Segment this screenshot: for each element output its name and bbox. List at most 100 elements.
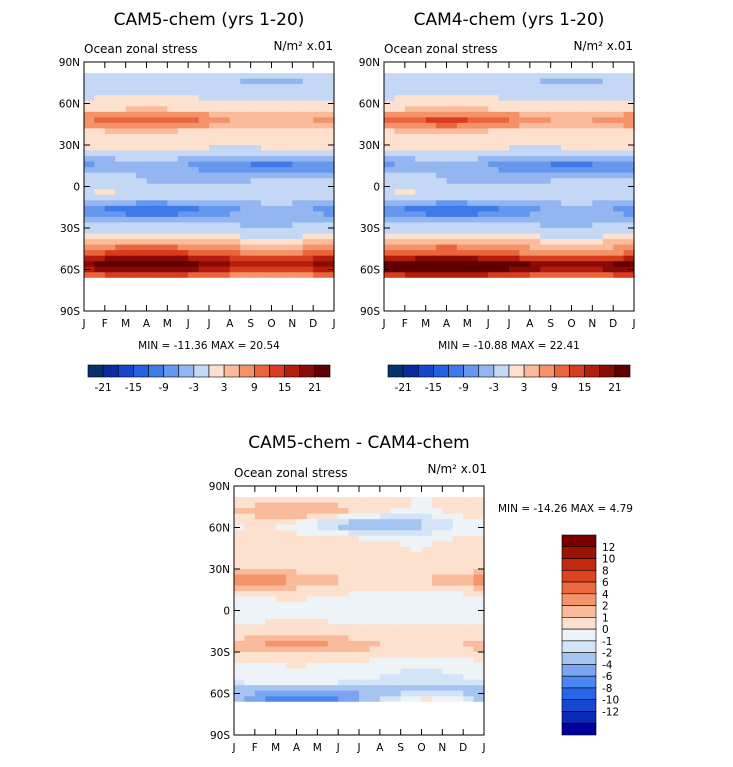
heatmap-cell (613, 62, 625, 69)
heatmap-cell (390, 613, 402, 620)
heatmap-cell (561, 145, 573, 152)
heatmap-cell (327, 668, 339, 675)
heatmap-cell (571, 78, 583, 85)
heatmap-cell (348, 546, 360, 553)
heatmap-cell (348, 646, 360, 653)
heatmap-cell (463, 524, 475, 531)
heatmap-cell (431, 519, 443, 526)
heatmap-cell (240, 277, 252, 284)
heatmap-cell (281, 78, 293, 85)
heatmap-cell (509, 139, 521, 146)
heatmap-cell (509, 283, 521, 290)
heatmap-cell (156, 233, 168, 240)
heatmap-cell (359, 491, 371, 498)
heatmap-cell (442, 513, 454, 520)
colorbar-swatch (493, 364, 510, 378)
x-tick-label: S (547, 318, 554, 330)
heatmap-cell (509, 216, 521, 224)
heatmap-cell (467, 150, 479, 157)
heatmap-cell (379, 530, 391, 537)
heatmap-cell (146, 128, 158, 135)
heatmap-cell (613, 139, 625, 146)
heatmap-cell (250, 178, 262, 185)
heatmap-cell (177, 128, 189, 135)
heatmap-cell (167, 89, 179, 96)
heatmap-cell (519, 200, 531, 207)
colorbar-swatch (102, 364, 119, 378)
heatmap-cell (167, 178, 179, 185)
heatmap-cell (550, 200, 562, 207)
heatmap-cell (498, 95, 510, 102)
heatmap-cell (125, 266, 137, 273)
heatmap-cell (104, 128, 116, 135)
heatmap-cell (452, 729, 464, 736)
heatmap-cell (104, 117, 116, 124)
heatmap-cell (302, 122, 314, 129)
heatmap-cell (306, 602, 318, 609)
heatmap-cell (292, 62, 304, 69)
heatmap-cell (379, 596, 391, 603)
heatmap-cell (115, 211, 127, 218)
heatmap-cell (317, 524, 329, 531)
heatmap-cell (167, 194, 179, 201)
heatmap-cell (431, 535, 443, 542)
heatmap-cell (84, 117, 96, 124)
x-tick-label: A (526, 318, 534, 330)
heatmap-cell (390, 690, 402, 697)
heatmap-cell (540, 156, 552, 163)
heatmap-cell (404, 183, 416, 190)
heatmap-cell (436, 250, 448, 257)
colorbar-label: -21 (395, 382, 412, 394)
x-tick-label: O (567, 318, 575, 330)
heatmap-cell (313, 128, 325, 135)
heatmap-cell (467, 167, 479, 174)
heatmap-cell (234, 486, 246, 493)
heatmap-cell (488, 283, 500, 290)
y-tick-label: 90N (59, 57, 80, 69)
heatmap-cell (519, 100, 531, 107)
heatmap-cell (306, 679, 318, 686)
heatmap-cell (313, 250, 325, 257)
x-tick-label: J (381, 318, 385, 330)
heatmap-cell (94, 78, 106, 85)
heatmap-cell (456, 78, 468, 85)
heatmap-cell (394, 150, 406, 157)
heatmap-cell (229, 211, 241, 218)
colorbar-swatch (561, 664, 597, 677)
heatmap-cell (581, 67, 593, 74)
heatmap-cell (421, 602, 433, 609)
heatmap-cell (146, 205, 158, 212)
heatmap-cell (115, 277, 127, 284)
heatmap-cell (292, 266, 304, 273)
heatmap-cell (498, 172, 510, 179)
heatmap-cell (313, 288, 325, 295)
heatmap-cell (623, 172, 635, 179)
heatmap-cell (400, 552, 412, 559)
heatmap-cell (592, 178, 604, 185)
heatmap-cell (498, 73, 510, 80)
heatmap-cell (317, 718, 329, 725)
heatmap-cell (94, 228, 106, 235)
heatmap-cell (188, 222, 200, 229)
heatmap-cell (306, 541, 318, 548)
heatmap-cell (234, 685, 246, 692)
heatmap-cell (240, 89, 252, 96)
heatmap-cell (125, 167, 137, 174)
heatmap-cell (198, 172, 210, 179)
heatmap-cell (581, 244, 593, 251)
heatmap-cell (384, 111, 396, 118)
heatmap-cell (275, 563, 287, 570)
heatmap-cell (394, 128, 406, 135)
heatmap-cell (317, 701, 329, 708)
heatmap-cell (317, 646, 329, 653)
heatmap-cell (281, 183, 293, 190)
heatmap-cell (327, 502, 339, 509)
heatmap-cell (390, 508, 402, 515)
heatmap-cell (348, 613, 360, 620)
heatmap-cell (146, 189, 158, 196)
heatmap-cell (306, 618, 318, 625)
heatmap-cell (146, 106, 158, 113)
heatmap-cell (369, 585, 381, 592)
heatmap-cell (442, 640, 454, 648)
